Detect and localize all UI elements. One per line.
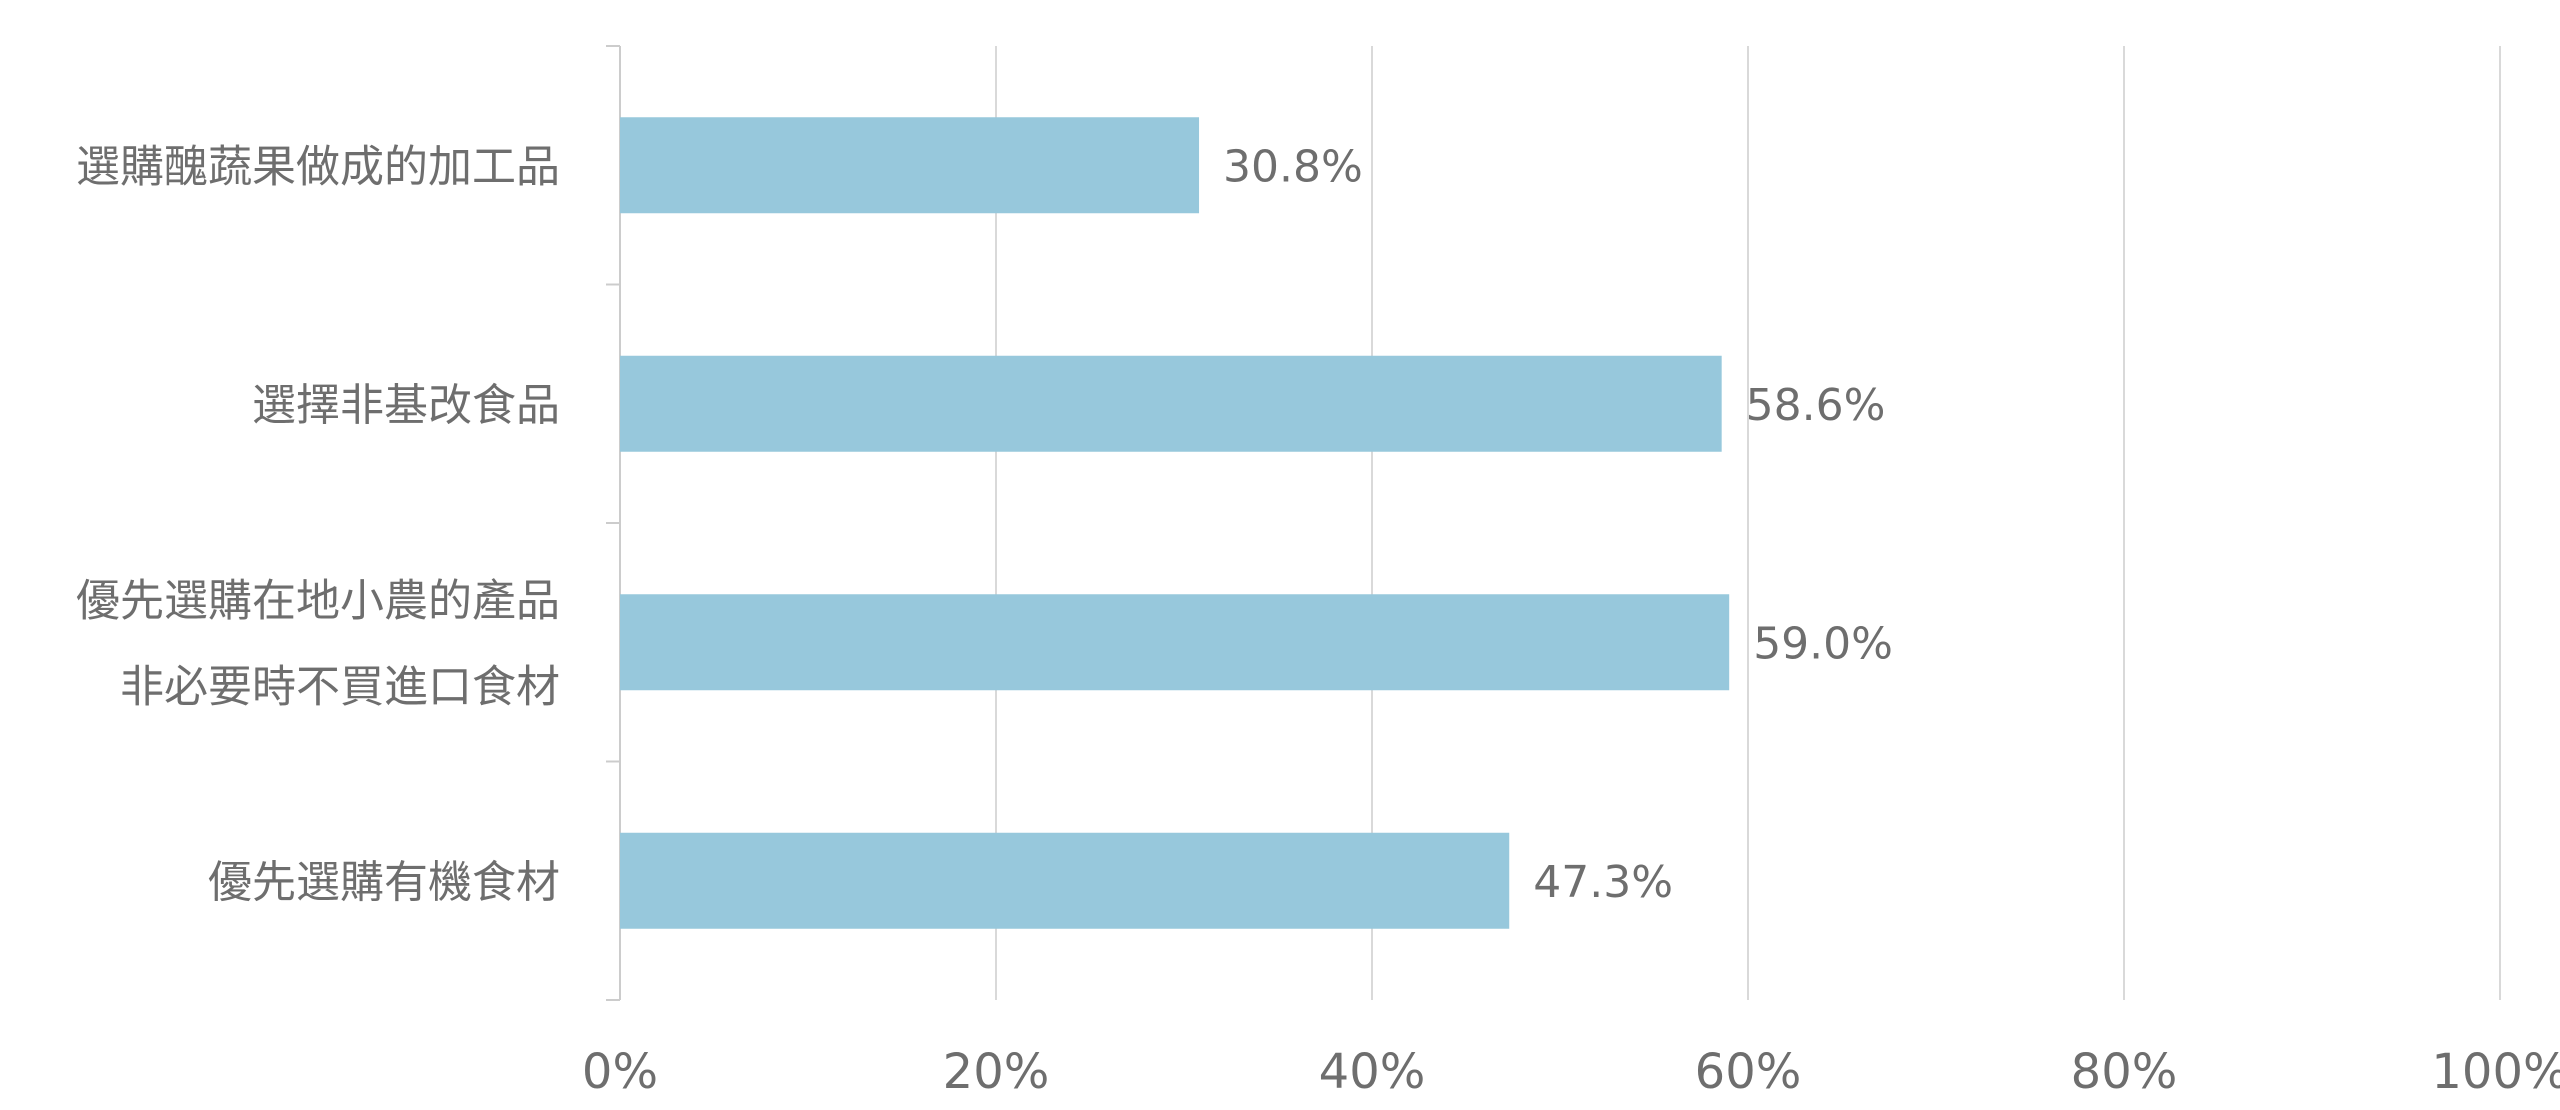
category-label-1-line-0: 選擇非基改食品	[252, 380, 560, 431]
bar-2	[620, 594, 1730, 691]
category-axis	[606, 45, 621, 1001]
data-labels: 30.8% 58.6% 59.0% 47.3%	[1223, 141, 1893, 908]
x-axis-tick-labels: 0% 20% 40% 60% 80% 100%	[582, 1044, 2560, 1100]
category-label-3-line-0: 優先選購有機食材	[208, 857, 560, 908]
data-label-0: 30.8%	[1223, 141, 1363, 192]
category-label-2-line-1: 非必要時不買進口食材	[120, 661, 560, 712]
x-tick-label-100: 100%	[2431, 1044, 2560, 1100]
bars	[620, 117, 1730, 929]
x-tick-label-0: 0%	[582, 1044, 658, 1100]
bar-0	[620, 117, 1200, 214]
category-labels: 選購醜蔬果做成的加工品選擇非基改食品優先選購在地小農的產品非必要時不買進口食材優…	[76, 141, 560, 908]
x-tick-label-60: 60%	[1695, 1044, 1802, 1100]
x-tick-label-80: 80%	[2071, 1044, 2178, 1100]
data-label-1: 58.6%	[1746, 380, 1886, 431]
category-label-0-line-0: 選購醜蔬果做成的加工品	[76, 141, 560, 192]
x-tick-label-20: 20%	[943, 1044, 1050, 1100]
data-label-2: 59.0%	[1753, 618, 1893, 669]
category-label-2-line-0: 優先選購在地小農的產品	[76, 575, 560, 626]
bar-1	[620, 355, 1722, 452]
x-tick-label-40: 40%	[1319, 1044, 1426, 1100]
data-label-3: 47.3%	[1533, 857, 1673, 908]
bar-3	[620, 832, 1510, 929]
